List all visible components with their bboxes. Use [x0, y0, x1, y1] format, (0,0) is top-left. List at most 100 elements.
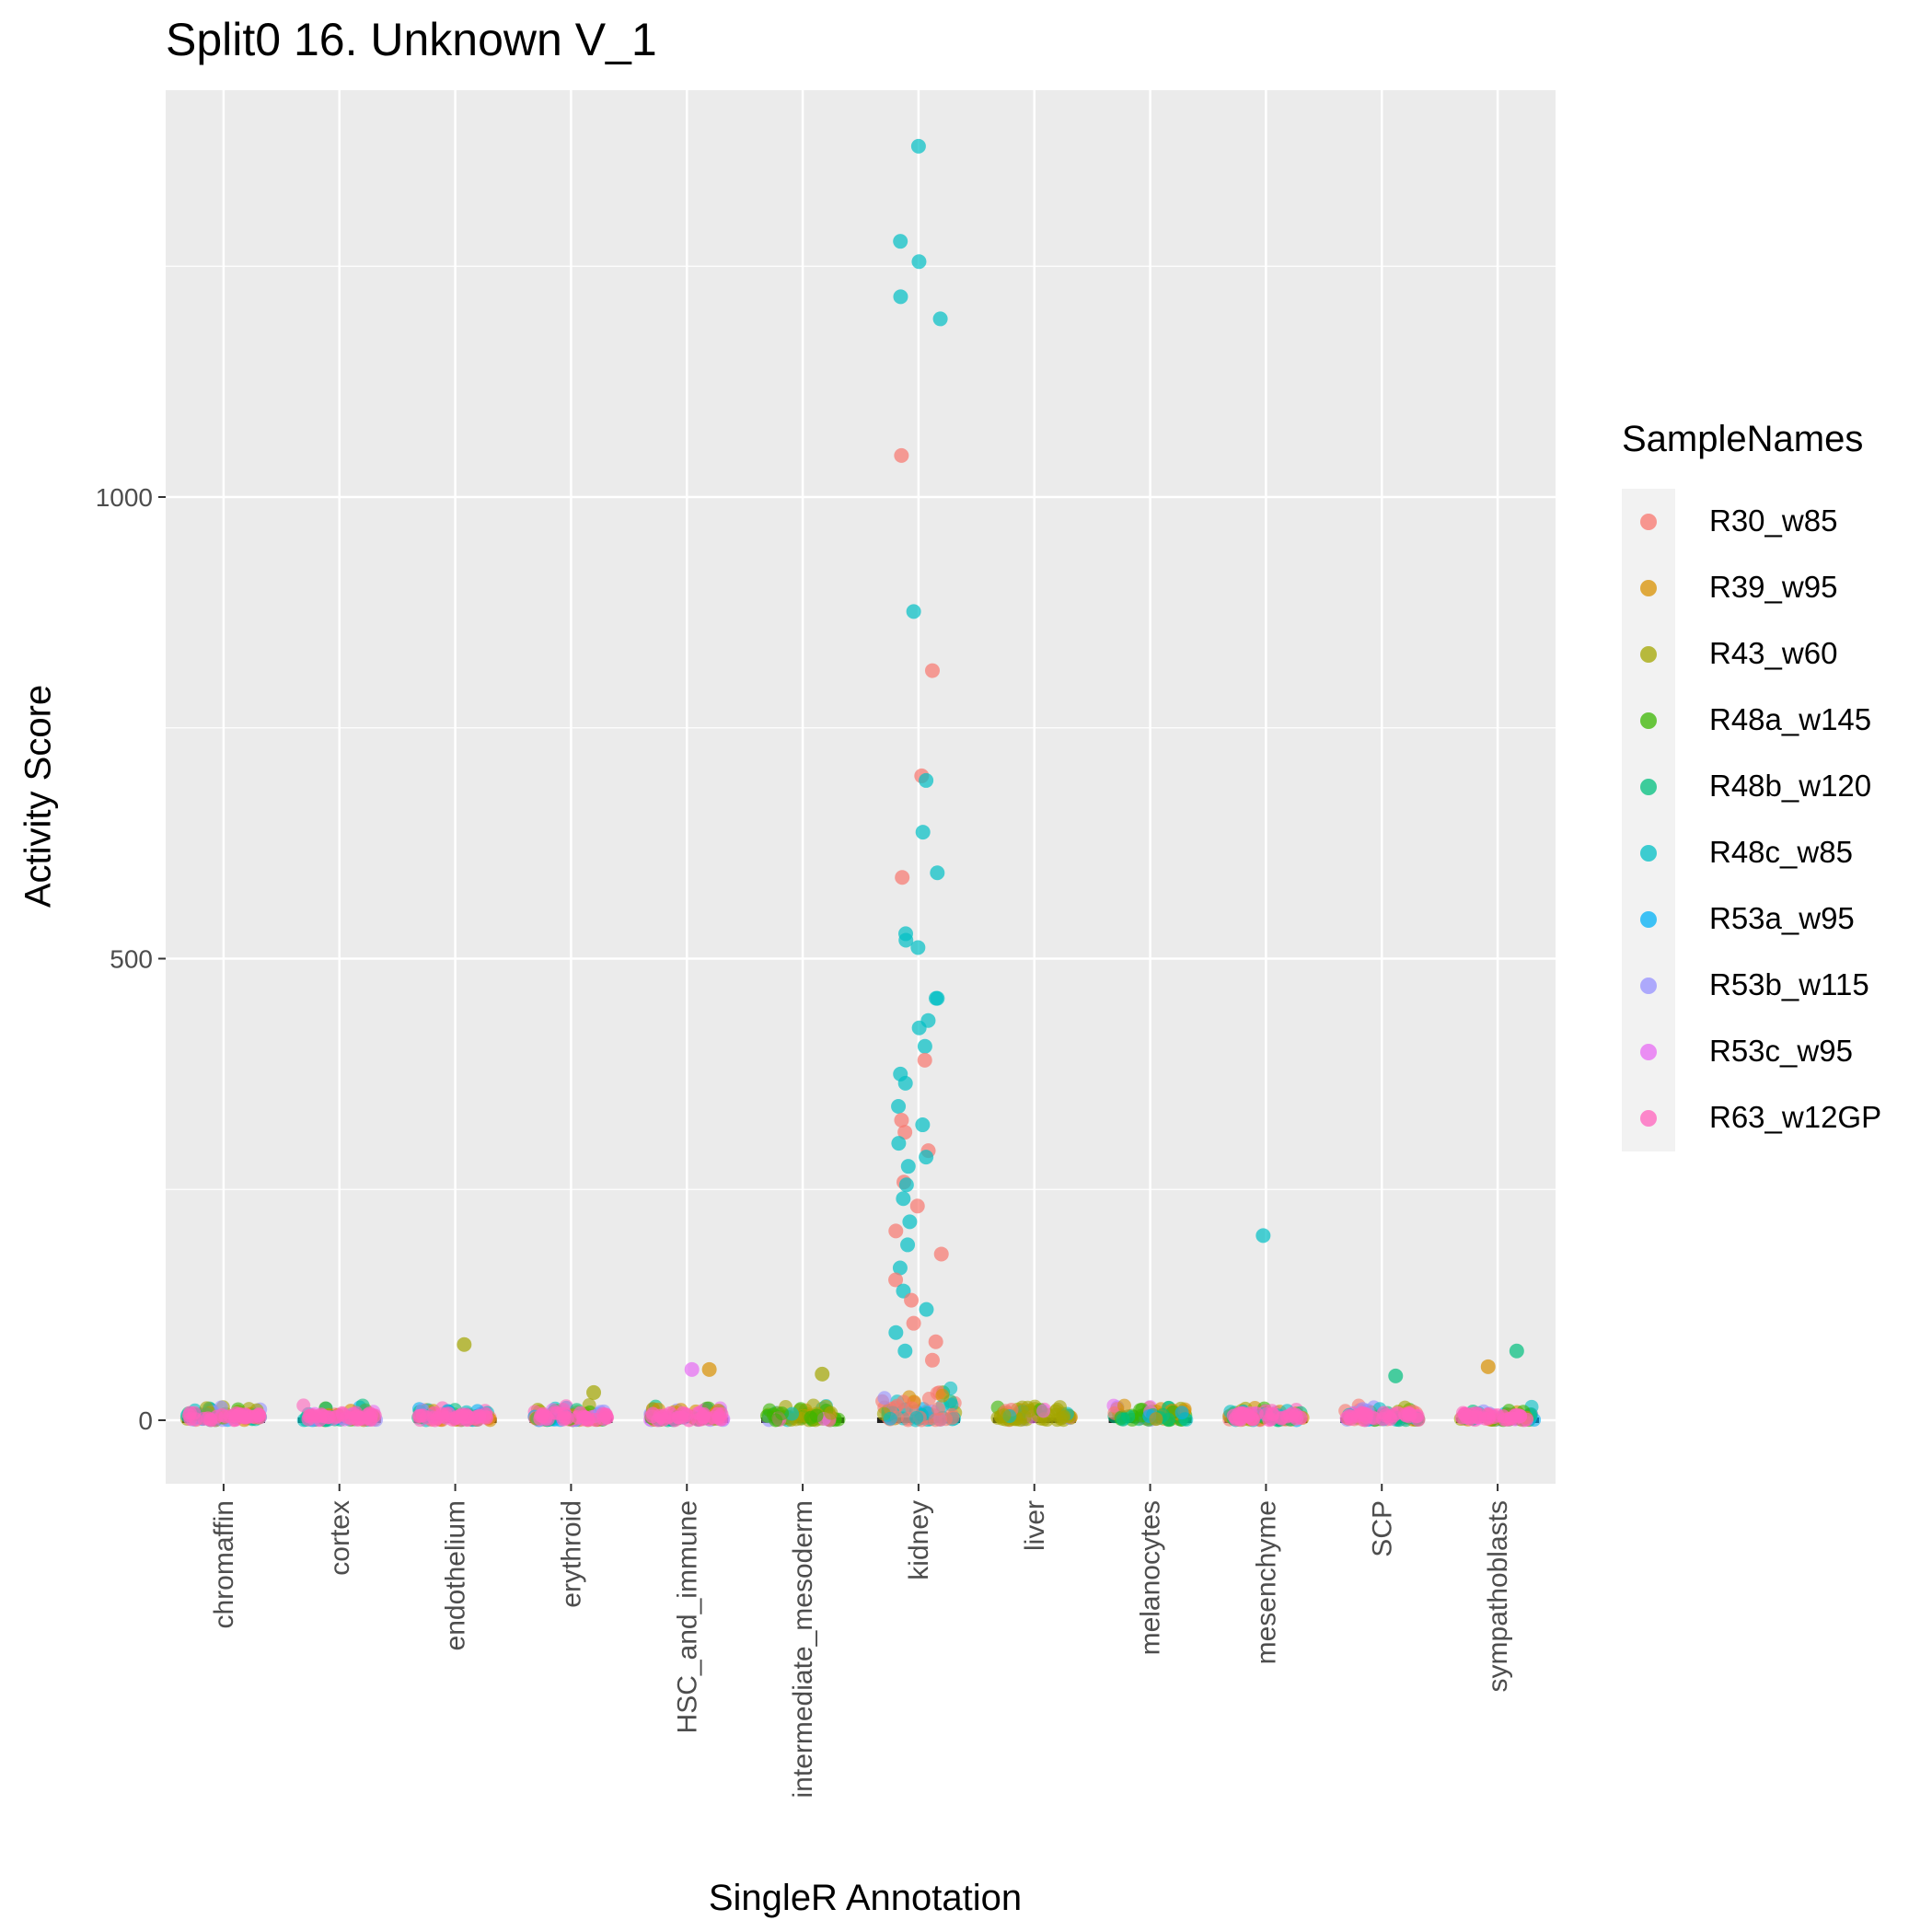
y-axis-label: Activity Score: [17, 684, 59, 908]
legend-label: R43_w60: [1709, 636, 1838, 670]
data-point: [679, 1407, 694, 1422]
x-tick-label: chromaffin: [209, 1500, 239, 1629]
data-point: [883, 1411, 897, 1426]
legend-label: R63_w12GP: [1709, 1100, 1882, 1134]
x-axis-label: SingleR Annotation: [708, 1878, 1023, 1918]
outlier-point: [915, 1117, 931, 1133]
data-point: [1496, 1409, 1510, 1424]
legend-item: R30_w85: [1622, 489, 1837, 555]
data-point: [921, 1392, 936, 1406]
data-point: [877, 1391, 892, 1406]
data-point: [824, 1406, 839, 1420]
legend-swatch: [1640, 978, 1657, 994]
data-point: [252, 1410, 267, 1425]
legend-item: R43_w60: [1622, 621, 1837, 688]
outlier-point: [1388, 1368, 1404, 1383]
data-point: [775, 1406, 790, 1421]
data-point: [931, 1402, 945, 1417]
data-point: [1117, 1398, 1132, 1413]
legend-label: R53c_w95: [1709, 1034, 1853, 1068]
legend-swatch: [1640, 1110, 1657, 1127]
outlier-point: [894, 447, 909, 463]
data-point: [1508, 1411, 1522, 1426]
outlier-point: [891, 1098, 907, 1114]
x-tick-label: liver: [1020, 1500, 1050, 1551]
legend-item: R39_w95: [1622, 555, 1837, 621]
outlier-point: [900, 1237, 916, 1253]
data-point: [697, 1409, 711, 1424]
outlier-point: [888, 1223, 904, 1239]
data-point: [228, 1409, 243, 1424]
legend-label: R30_w85: [1709, 503, 1838, 538]
data-point: [313, 1412, 328, 1427]
data-point: [557, 1406, 572, 1421]
outlier-point: [815, 1366, 830, 1382]
x-tick-label: HSC_and_immune: [672, 1500, 702, 1733]
outlier-point: [896, 1191, 911, 1207]
panel-background: [166, 90, 1556, 1484]
outlier-point: [906, 604, 921, 619]
data-point: [301, 1412, 316, 1427]
data-point: [785, 1406, 800, 1421]
legend-swatch: [1640, 646, 1657, 663]
data-point: [428, 1413, 443, 1428]
legend-label: R39_w95: [1709, 570, 1838, 604]
outlier-point: [911, 1020, 927, 1035]
data-point: [188, 1412, 202, 1427]
outlier-point: [906, 1315, 921, 1331]
x-tick-label: SCP: [1367, 1500, 1397, 1557]
legend-swatch: [1640, 1044, 1657, 1060]
outlier-point: [1480, 1359, 1496, 1374]
data-point: [1367, 1411, 1382, 1426]
outlier-point: [924, 1352, 940, 1368]
x-tick-label: erythroid: [556, 1500, 586, 1608]
outlier-point: [919, 1150, 934, 1165]
data-point: [1478, 1411, 1493, 1426]
data-point: [909, 1410, 924, 1425]
outlier-point: [904, 1292, 920, 1308]
legend-swatch: [1640, 911, 1657, 928]
data-point: [945, 1410, 960, 1425]
legend-item: R53c_w95: [1622, 1019, 1853, 1085]
outlier-point: [910, 138, 926, 154]
x-tick-label: melanocytes: [1136, 1500, 1166, 1655]
outlier-point: [457, 1336, 472, 1352]
x-tick-label: cortex: [325, 1500, 355, 1576]
data-point: [535, 1408, 550, 1423]
outlier-point: [930, 865, 945, 881]
data-point: [1386, 1408, 1401, 1423]
outlier-point: [933, 1246, 949, 1262]
outlier-point: [917, 1038, 932, 1054]
outlier-point: [894, 1113, 909, 1128]
outlier-point: [924, 663, 940, 678]
x-tick-label: endothelium: [441, 1500, 471, 1650]
outlier-point: [893, 289, 908, 305]
outlier-point: [897, 1125, 913, 1140]
x-tick-label: kidney: [904, 1500, 934, 1580]
outlier-point: [915, 825, 931, 840]
legend-label: R53a_w95: [1709, 901, 1855, 935]
data-point: [997, 1408, 1012, 1423]
legend-item: R48c_w85: [1622, 820, 1853, 886]
outlier-point: [932, 311, 948, 327]
legend-label: R53b_w115: [1709, 967, 1869, 1001]
outlier-point: [684, 1361, 700, 1377]
data-point: [1266, 1407, 1280, 1422]
outlier-point: [897, 1075, 913, 1091]
legend-swatch: [1640, 514, 1657, 530]
data-point: [809, 1408, 824, 1423]
data-point: [1520, 1412, 1534, 1427]
legend-swatch: [1640, 779, 1657, 795]
data-point: [1017, 1410, 1032, 1425]
data-point: [218, 1409, 233, 1424]
data-point: [203, 1413, 218, 1428]
legend-item: R48b_w120: [1622, 754, 1871, 820]
outlier-point: [928, 1334, 943, 1349]
outlier-point: [898, 1177, 914, 1193]
outlier-point: [900, 1159, 916, 1174]
legend-item: R63_w12GP: [1622, 1085, 1881, 1151]
legend-label: R48a_w145: [1709, 702, 1872, 736]
outlier-point: [1509, 1343, 1524, 1359]
data-point: [1457, 1407, 1472, 1422]
chart-title: Split0 16. Unknown V_1: [166, 14, 657, 65]
